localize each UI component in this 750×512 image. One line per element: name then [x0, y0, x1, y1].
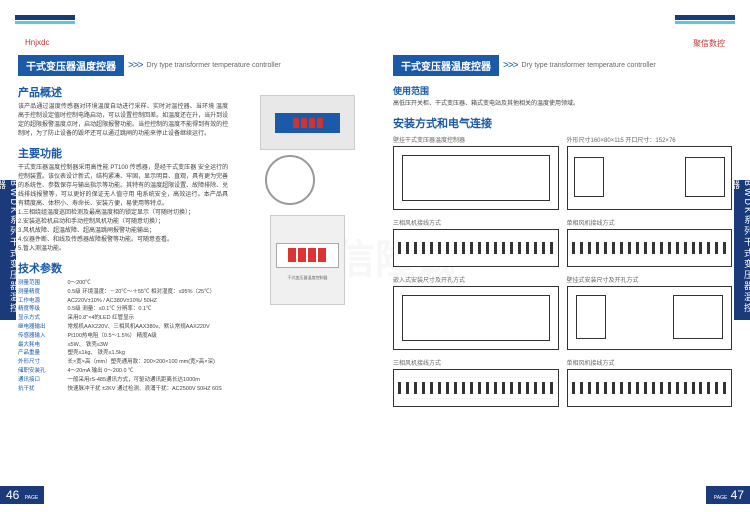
diagram-10 — [567, 369, 733, 407]
diagram-5 — [393, 229, 559, 267]
scope-text: 高低压开关柜、干式变压器、箱式变电站及其他相关的温度使用领域。 — [393, 100, 732, 109]
param-row: 通讯接口 一般采用rS-485通讯方式，可驱动通讯距离长达1000m — [18, 376, 357, 385]
side-tab-right: BWDK系列干式变压器温控器 — [734, 180, 750, 320]
param-row: 显示方式 采用0.8"×4的LED 红管显示 — [18, 314, 357, 323]
params-list: 测量范围 0～200℃测量精度 0.5级 环境温度：－20℃～＋55℃ 相对湿度… — [18, 279, 357, 393]
side-tab-left: BWDK系列干式变压器温控器 — [0, 180, 16, 320]
title-arrows: >>> — [128, 60, 143, 71]
param-row: 工作电源 AC220V±10% / AC380V±10%/ 50HZ — [18, 297, 357, 306]
diag-label-6: 单相风机接线方式 — [567, 218, 733, 227]
diag-label-7: 嵌入式安装尺寸及开孔方式 — [393, 275, 559, 284]
logo-right: 聚信数控 — [693, 38, 725, 49]
diagram-grid: 壁挂干式变压器温度控制器 外形尺寸160×80×115 开口尺寸：152×76 … — [393, 135, 732, 407]
param-row: 抗干扰 快速脉冲干扰 ±2KV 通过检测、浪涌干扰：AC2500V 50HZ 6… — [18, 385, 357, 394]
diag-label-5: 三相风机接线方式 — [393, 218, 559, 227]
page-num-left: 46 PAGE — [0, 486, 44, 504]
param-row: 产品重量 塑壳≤1kg、 铁壳≤1.5kg — [18, 349, 357, 358]
page-num-right: PAGE 47 — [706, 486, 750, 504]
install-heading: 安装方式和电气连接 — [393, 115, 732, 131]
scope-heading: 使用范围 — [393, 84, 732, 97]
diagram-1 — [393, 146, 559, 210]
title-sub: Dry type transformer temperature control… — [147, 62, 281, 69]
func-heading: 主要功能 — [18, 145, 357, 161]
diagram-7 — [393, 286, 559, 350]
param-row: 传感器输入 Pt100热电阻（0.5～1.5%） 精度A级 — [18, 332, 357, 341]
params-heading: 技术参数 — [18, 260, 357, 276]
overview-text: 该产品通过温度传感器对环境温度自动进行采样、实时对温控器、当环境 温度高于控制设… — [18, 103, 228, 139]
diagram-9 — [393, 369, 559, 407]
left-page: BWDK系列干式变压器温控器 Hnjxdc 干式变压器温度控器 >>> Dry … — [0, 0, 375, 512]
logo-left: Hnjxdc — [25, 38, 49, 47]
param-row: 测量精度 0.5级 环境温度：－20℃～＋55℃ 相对湿度：≤95%（25℃） — [18, 288, 357, 297]
diag-label-8: 壁挂式安装尺寸及开孔方式 — [567, 275, 733, 284]
title-main-r: 干式变压器温度控器 — [393, 55, 499, 76]
overview-heading: 产品概述 — [18, 84, 357, 100]
title-main: 干式变压器温度控器 — [18, 55, 124, 76]
param-row: 储职安装孔 4～20mA 输出 0～200.0 ℃ — [18, 367, 357, 376]
diag-label-9: 三相风机接线方式 — [393, 358, 559, 367]
param-row: 外形尺寸 长×宽×高（mm）塑壳通用款：200×200×100 mm(宽×高×深… — [18, 358, 357, 367]
header-stripe-left — [15, 15, 75, 25]
param-row: 继电器输出 常规机AAX220V、三相风机AAX380v、默认常规AAX220V — [18, 323, 357, 332]
title-arrows-r: >>> — [503, 60, 518, 71]
diag-label-2: 外形尺寸160×80×115 开口尺寸：152×76 — [567, 135, 733, 144]
title-sub-r: Dry type transformer temperature control… — [522, 62, 656, 69]
param-row: 精度等级 0.5级 测量：≤0.1℃ 分辨率：0.1℃ — [18, 305, 357, 314]
func-text: 干式变压器温度控制器采用高性能 PT100 传感器，是经干式变压器 安全运行的控… — [18, 164, 228, 254]
diag-label-10: 单相风机接线方式 — [567, 358, 733, 367]
diagram-2 — [567, 146, 733, 210]
param-row: 最大耗电 ≤5W、 铁壳≤3W — [18, 341, 357, 350]
diagram-8 — [567, 286, 733, 350]
title-bar-left: 干式变压器温度控器 >>> Dry type transformer tempe… — [18, 55, 357, 76]
diagram-6 — [567, 229, 733, 267]
diag-label-1: 壁挂干式变压器温度控制器 — [393, 135, 559, 144]
right-page: BWDK系列干式变压器温控器 聚信数控 干式变压器温度控器 >>> Dry ty… — [375, 0, 750, 512]
param-row: 测量范围 0～200℃ — [18, 279, 357, 288]
header-stripe-right — [675, 15, 735, 25]
title-bar-right: 干式变压器温度控器 >>> Dry type transformer tempe… — [393, 55, 732, 76]
